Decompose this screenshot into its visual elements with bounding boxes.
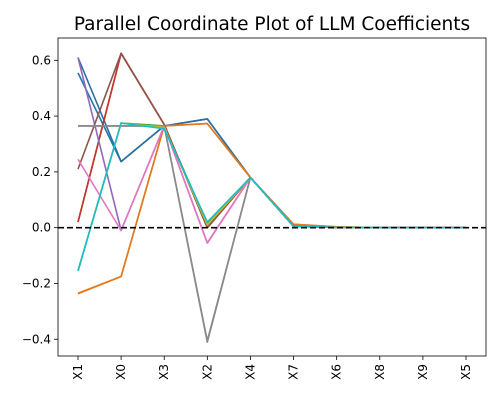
x-tick-label: X7 [287,364,301,380]
y-tick-label: 0.0 [32,221,51,235]
y-axis: 0.6 0.4 0.2 0.0 −0.2 −0.4 [22,53,58,346]
y-tick-label: −0.2 [22,276,51,290]
series-line [77,122,466,272]
x-tick-label: X6 [330,364,344,380]
series-line [78,125,466,342]
series-line [77,72,466,229]
x-tick-label: X8 [373,364,387,380]
series-lines [77,52,466,343]
y-tick-label: −0.4 [22,332,51,346]
series-line [77,122,466,272]
x-tick-label: X2 [200,364,214,380]
x-tick-label: X0 [114,364,128,380]
x-tick-label: X4 [243,364,257,380]
x-tick-label: X5 [459,364,473,380]
y-tick-label: 0.4 [32,109,51,123]
chart-title: Parallel Coordinate Plot of LLM Coeffici… [74,14,470,35]
plot-frame [57,37,487,357]
series-line [78,125,466,343]
y-tick-label: 0.2 [32,165,51,179]
x-tick-label: X1 [71,364,85,380]
series-line [77,57,466,244]
series-line [77,122,466,272]
y-tick-label: 0.6 [32,53,51,67]
x-axis: X1 X0 X3 X2 X4 X7 X6 X8 X9 X5 [71,356,473,380]
x-tick-label: X3 [157,364,171,380]
x-tick-label: X9 [416,364,430,380]
